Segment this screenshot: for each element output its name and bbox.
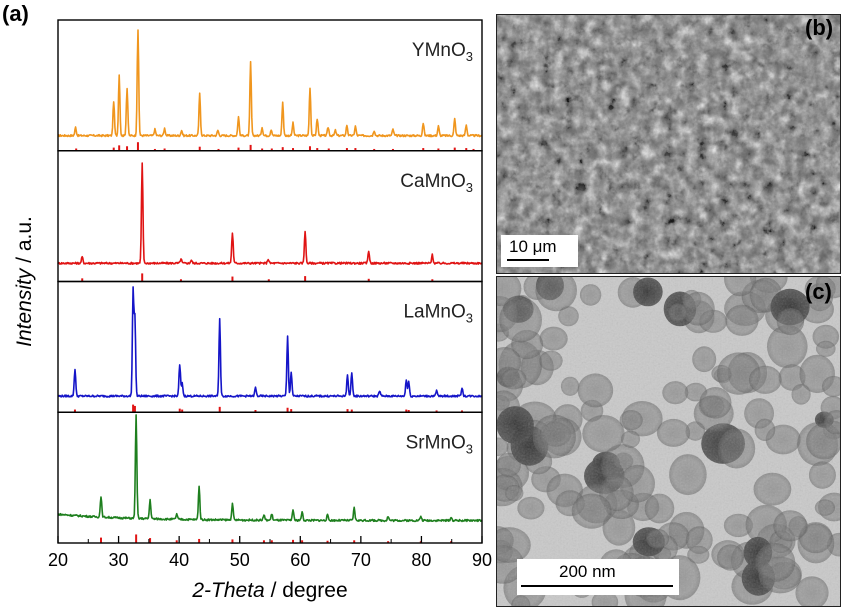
tem-scale-label: 200 nm: [559, 562, 616, 581]
series-line-LaMnO3: [57, 286, 483, 398]
panel-label-b: (b): [805, 15, 834, 40]
x-tick-label: 80: [411, 550, 431, 570]
x-tick-label: 60: [290, 550, 310, 570]
series-line-CaMnO3: [57, 162, 483, 266]
x-tick-label: 30: [109, 550, 129, 570]
x-tick-label: 20: [48, 550, 68, 570]
tem-texture: [497, 277, 840, 606]
x-tick-label: 90: [472, 550, 492, 570]
sem-scale-bar: 10 μm: [501, 235, 578, 267]
sem-texture: [497, 15, 840, 273]
sem-image: 10 μm: [496, 14, 841, 274]
x-tick-label: 70: [351, 550, 371, 570]
sem-scale-line: [507, 259, 549, 261]
series-line-SrMnO3: [57, 414, 483, 523]
series-label: YMnO3: [412, 40, 473, 64]
tem-image: 200 nm: [496, 276, 841, 607]
xrd-chart: YMnO3 CaMnO3 LaMnO3 SrMnO3 20 30 40 50 60 70 80 90 2…: [13, 19, 492, 602]
x-axis-label: 2-Theta / degree: [191, 579, 347, 602]
series-label: SrMnO3: [406, 432, 473, 456]
y-axis-label: Intensity / a.u.: [13, 216, 36, 347]
tem-scale-line: [521, 585, 673, 587]
x-tick-label: 50: [230, 550, 250, 570]
x-tick-label: 40: [169, 550, 189, 570]
series-label: LaMnO3: [403, 302, 473, 326]
series-label: CaMnO3: [400, 171, 473, 195]
panel-label-a: (a): [2, 1, 29, 26]
tem-scale-bar: 200 nm: [517, 559, 679, 595]
panel-label-c: (c): [805, 279, 832, 304]
series-line-YMnO3: [57, 29, 483, 138]
sem-scale-label: 10 μm: [509, 237, 557, 256]
